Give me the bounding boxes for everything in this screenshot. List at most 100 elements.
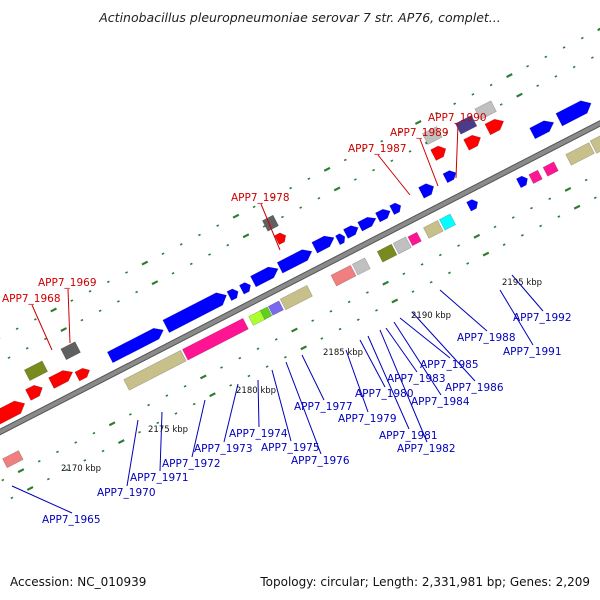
gene-arrow-shape bbox=[343, 225, 359, 239]
tick-mark bbox=[438, 253, 442, 257]
tick-mark bbox=[138, 430, 141, 434]
gene-feature[interactable] bbox=[565, 142, 595, 166]
gene-label[interactable]: APP7_1980 bbox=[355, 388, 414, 400]
gene-feature[interactable] bbox=[23, 360, 49, 382]
gene-label[interactable]: APP7_1981 bbox=[379, 430, 438, 442]
gene-label[interactable]: APP7_1988 bbox=[457, 332, 516, 344]
gene-label[interactable]: APP7_1989 bbox=[390, 127, 449, 139]
gene-feature[interactable] bbox=[0, 397, 28, 436]
gene-label[interactable]: APP7_1976 bbox=[291, 455, 350, 467]
gene-feature[interactable] bbox=[515, 174, 529, 189]
gene-feature[interactable] bbox=[267, 300, 284, 316]
tick-mark bbox=[125, 271, 128, 274]
scale-label: 2175 kbp bbox=[148, 425, 188, 435]
gene-label[interactable]: APP7_1978 bbox=[231, 192, 290, 204]
gene-feature[interactable] bbox=[106, 325, 166, 364]
gene-features bbox=[0, 97, 600, 469]
leader-line bbox=[126, 419, 139, 487]
gene-label[interactable]: APP7_1986 bbox=[445, 382, 504, 394]
gene-feature[interactable] bbox=[418, 181, 437, 199]
gene-label[interactable]: APP7_1965 bbox=[42, 514, 101, 526]
tick-mark bbox=[256, 347, 260, 351]
gene-feature[interactable] bbox=[474, 100, 497, 121]
gene-feature[interactable] bbox=[343, 223, 360, 239]
gene-feature[interactable] bbox=[423, 220, 444, 239]
leader-line bbox=[399, 317, 451, 359]
gene-feature[interactable] bbox=[376, 243, 398, 263]
scale-label: 2195 kbp bbox=[502, 278, 542, 288]
gene-feature[interactable] bbox=[389, 201, 403, 216]
gene-feature[interactable] bbox=[182, 317, 249, 361]
gene-label[interactable]: APP7_1983 bbox=[387, 373, 446, 385]
gene-label[interactable]: APP7_1987 bbox=[348, 143, 407, 155]
gene-feature[interactable] bbox=[466, 198, 480, 212]
tick-mark bbox=[46, 477, 50, 481]
gene-feature[interactable] bbox=[250, 263, 280, 288]
gene-feature[interactable] bbox=[555, 97, 594, 127]
gene-feature[interactable] bbox=[74, 366, 92, 382]
gene-feature[interactable] bbox=[259, 306, 273, 320]
gene-label[interactable]: APP7_1991 bbox=[503, 346, 562, 358]
gene-label[interactable]: APP7_1974 bbox=[229, 428, 288, 440]
gene-feature[interactable] bbox=[463, 132, 484, 151]
tick-mark bbox=[17, 468, 25, 474]
gene-feature[interactable] bbox=[375, 207, 392, 223]
gene-label[interactable]: APP7_1968 bbox=[2, 293, 61, 305]
gene-feature[interactable] bbox=[330, 264, 357, 287]
gene-feature[interactable] bbox=[351, 257, 371, 276]
tick-mark bbox=[56, 450, 59, 454]
tick-mark bbox=[209, 392, 216, 398]
gene-label[interactable]: APP7_1982 bbox=[397, 443, 456, 455]
leader-line bbox=[345, 349, 369, 413]
gene-feature[interactable] bbox=[60, 341, 81, 361]
gene-feature[interactable] bbox=[529, 117, 557, 140]
leader-line bbox=[359, 339, 386, 388]
gene-feature[interactable] bbox=[25, 382, 45, 401]
gene-feature[interactable] bbox=[528, 169, 543, 184]
tick-mark bbox=[471, 93, 475, 96]
gene-label[interactable]: APP7_1985 bbox=[420, 359, 479, 371]
gene-feature[interactable] bbox=[276, 246, 315, 274]
gene-label[interactable]: APP7_1970 bbox=[97, 487, 156, 499]
gene-label[interactable]: APP7_1990 bbox=[428, 112, 487, 124]
gene-feature[interactable] bbox=[2, 450, 24, 469]
tick-mark bbox=[466, 262, 470, 265]
gene-label[interactable]: APP7_1972 bbox=[162, 458, 221, 470]
gene-label[interactable]: APP7_1969 bbox=[38, 277, 97, 289]
gene-label[interactable]: APP7_1977 bbox=[294, 401, 353, 413]
gene-feature[interactable] bbox=[48, 367, 76, 389]
tick-mark bbox=[192, 402, 196, 406]
gene-feature[interactable] bbox=[421, 126, 443, 145]
gene-feature[interactable] bbox=[442, 168, 458, 184]
gene-feature[interactable] bbox=[484, 116, 506, 136]
tick-mark bbox=[380, 139, 384, 143]
gene-label[interactable]: APP7_1975 bbox=[261, 442, 320, 454]
gene-feature[interactable] bbox=[162, 289, 230, 333]
gene-feature[interactable] bbox=[357, 214, 379, 232]
gene-label[interactable]: APP7_1979 bbox=[338, 413, 397, 425]
gene-label[interactable]: APP7_1992 bbox=[513, 312, 572, 324]
gene-feature[interactable] bbox=[311, 232, 337, 254]
gene-feature[interactable] bbox=[407, 231, 422, 247]
gene-arrow-shape bbox=[226, 288, 239, 301]
gene-label[interactable]: APP7_1984 bbox=[411, 396, 470, 408]
gene-label[interactable]: APP7_1971 bbox=[130, 472, 189, 484]
gene-feature[interactable] bbox=[335, 232, 347, 246]
gene-box-shape bbox=[439, 213, 457, 231]
leader-line bbox=[393, 321, 442, 396]
leader-line bbox=[419, 138, 439, 187]
gene-feature[interactable] bbox=[279, 284, 313, 311]
gene-feature[interactable] bbox=[226, 287, 240, 301]
gene-feature[interactable] bbox=[430, 143, 449, 161]
gene-feature[interactable] bbox=[589, 113, 600, 154]
gene-feature[interactable] bbox=[392, 236, 412, 255]
gene-feature[interactable] bbox=[274, 231, 288, 245]
gene-label[interactable]: APP7_1973 bbox=[194, 443, 253, 455]
gene-box-shape bbox=[407, 231, 422, 247]
gene-feature[interactable] bbox=[542, 161, 559, 177]
gene-feature[interactable] bbox=[439, 213, 457, 231]
gene-feature[interactable] bbox=[123, 349, 187, 391]
gene-feature[interactable] bbox=[238, 281, 252, 295]
gene-feature[interactable] bbox=[261, 214, 279, 232]
tick-mark bbox=[333, 186, 341, 192]
